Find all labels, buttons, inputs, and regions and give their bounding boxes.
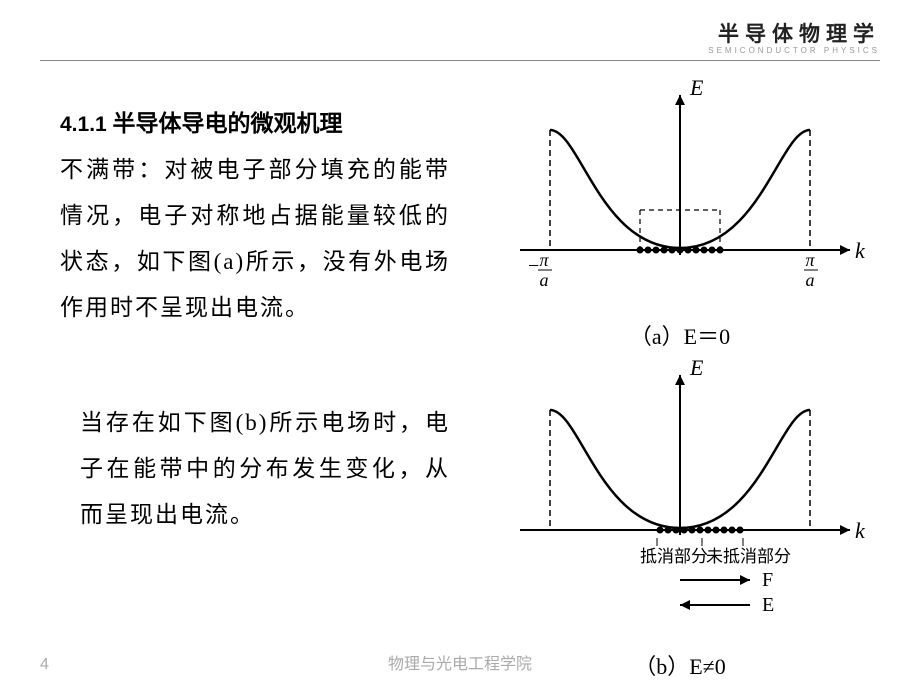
section-heading: 4.1.1 半导体导电的微观机理: [60, 100, 450, 147]
footer-dept: 物理与光电工程学院: [0, 650, 920, 674]
svg-text:π: π: [805, 250, 815, 270]
diagram-a: E k − π a π a （a）E＝0: [490, 80, 870, 351]
logo-title: 半导体物理学: [708, 18, 880, 48]
label-cancel: 抵消部分: [640, 547, 708, 566]
paragraph-1: 不满带：对被电子部分填充的能带情况，电子对称地占据能量较低的状态，如下图(a)所…: [60, 147, 450, 331]
svg-text:a: a: [540, 270, 549, 290]
svg-text:π: π: [539, 250, 549, 270]
text-block-1: 4.1.1 半导体导电的微观机理 不满带：对被电子部分填充的能带情况，电子对称地…: [60, 100, 450, 331]
diagram-a-svg: E k − π a π a: [490, 80, 870, 310]
paragraph-2: 当存在如下图(b)所示电场时，电子在能带中的分布发生变化，从而呈现出电流。: [80, 400, 450, 538]
label-F: F: [762, 569, 773, 591]
diagram-a-caption: （a）E＝0: [490, 319, 870, 351]
svg-text:−: −: [528, 255, 539, 277]
header-logo: 半导体物理学 SEMICONDUCTOR PHYSICS: [708, 18, 880, 55]
section-number: 4.1.1: [60, 113, 107, 136]
text-block-2: 当存在如下图(b)所示电场时，电子在能带中的分布发生变化，从而呈现出电流。: [80, 400, 450, 538]
section-title: 半导体导电的微观机理: [112, 110, 342, 136]
header-divider: [40, 60, 880, 61]
diagram-b: 抵消部分 未抵消部分 F E E k （b）E≠0: [490, 360, 870, 681]
axis-y-label: E: [689, 80, 704, 100]
axis-x-label: k: [855, 238, 866, 263]
logo-subtitle: SEMICONDUCTOR PHYSICS: [708, 46, 880, 55]
label-uncancel: 未抵消部分: [706, 547, 791, 566]
svg-text:a: a: [806, 270, 815, 290]
svg-text:E: E: [689, 360, 704, 380]
label-E: E: [762, 594, 774, 616]
svg-text:k: k: [855, 518, 866, 543]
diagram-b-svg: 抵消部分 未抵消部分 F E E k: [490, 360, 870, 640]
